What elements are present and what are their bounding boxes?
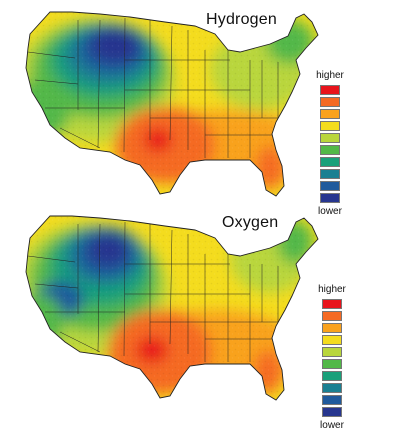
oxygen-map (25, 215, 319, 401)
legend-low-label: lower (320, 420, 344, 431)
legend-swatch (320, 97, 340, 107)
legend-swatch (320, 157, 340, 167)
legend-swatch (322, 299, 342, 309)
legend-swatch (322, 395, 342, 405)
map-title: Oxygen (222, 214, 279, 231)
color-legend: higher lower (312, 284, 352, 431)
legend-swatch (322, 335, 342, 345)
legend-swatch (320, 193, 340, 203)
legend-swatch (320, 109, 340, 119)
legend-low-label: lower (318, 206, 342, 217)
legend-swatch (322, 323, 342, 333)
hydrogen-map-panel: Hydrogen higher lower (0, 0, 400, 217)
legend-swatch (320, 169, 340, 179)
legend-swatch (320, 121, 340, 131)
legend-swatch (320, 181, 340, 191)
legend-swatch (320, 85, 340, 95)
hydrogen-map (25, 11, 319, 197)
legend-swatch (322, 311, 342, 321)
legend-swatch (320, 133, 340, 143)
legend-swatch (322, 359, 342, 369)
oxygen-map-panel: Oxygen higher lower (0, 204, 400, 431)
legend-swatch (322, 407, 342, 417)
legend-swatches (322, 299, 342, 417)
legend-swatch (322, 347, 342, 357)
legend-high-label: higher (318, 284, 346, 295)
legend-swatches (320, 85, 340, 203)
legend-high-label: higher (316, 70, 344, 81)
legend-swatch (322, 371, 342, 381)
color-legend: higher lower (310, 70, 350, 217)
legend-swatch (322, 383, 342, 393)
legend-swatch (320, 145, 340, 155)
map-title: Hydrogen (206, 11, 277, 28)
